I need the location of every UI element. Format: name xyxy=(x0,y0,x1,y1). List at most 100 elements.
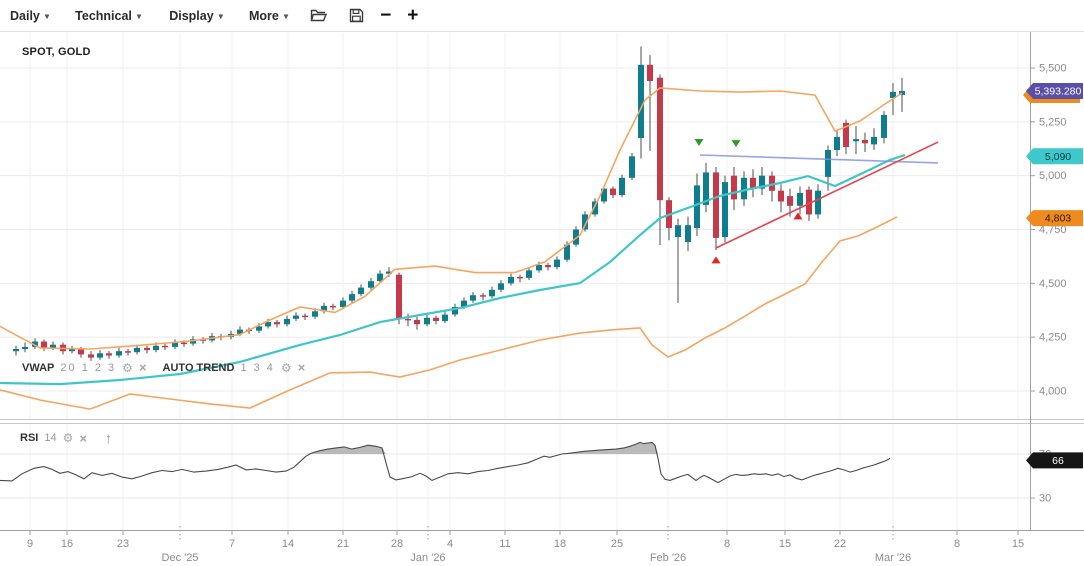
candle-body xyxy=(69,349,75,352)
rsi-legend-row: RSI 14 ⚙ × ↑ xyxy=(20,430,112,446)
zoom-out-button[interactable]: − xyxy=(380,5,392,26)
price-tick-label: 4,250 xyxy=(1039,332,1067,344)
signal-markers xyxy=(694,139,803,264)
candle-body xyxy=(713,172,719,238)
last-price-tag-label: 5,393.280 xyxy=(1035,85,1082,97)
more-dropdown-label: More xyxy=(248,8,279,23)
close-icon[interactable]: × xyxy=(297,360,306,375)
price-tick-label: 4,500 xyxy=(1039,278,1067,290)
rsi-indicator-params: 14 xyxy=(44,432,57,444)
save-icon xyxy=(349,8,364,23)
rsi-indicator-label: RSI xyxy=(20,432,39,444)
candle-body xyxy=(134,347,140,353)
candle-body xyxy=(106,353,112,356)
date-tick-label: 16 xyxy=(61,538,73,550)
indicator-price-tag-label: 5,090 xyxy=(1045,151,1071,163)
candle-body xyxy=(396,274,402,319)
candle-body xyxy=(592,201,598,215)
candle-body xyxy=(330,305,336,308)
candle-body xyxy=(722,182,728,237)
candle-body xyxy=(470,295,476,301)
close-icon[interactable]: × xyxy=(79,430,87,446)
candle-body xyxy=(769,175,775,191)
rsi-value-tag-label: 66 xyxy=(1052,455,1064,467)
vwap-indicator-label: VWAP xyxy=(22,361,55,374)
candle-body xyxy=(899,91,905,95)
candle-body xyxy=(601,188,607,202)
buy-marker xyxy=(793,212,803,220)
technical-dropdown[interactable]: Technical ▾ xyxy=(75,9,141,23)
candle-body xyxy=(685,225,691,242)
symbol-label: SPOT, GOLD xyxy=(22,46,91,58)
candle-body xyxy=(647,64,653,81)
candle-body xyxy=(144,347,150,351)
candle-body xyxy=(750,177,756,189)
rsi-overbought-fill xyxy=(0,442,890,454)
indicator-price-tag xyxy=(1026,210,1083,227)
gear-icon[interactable]: ⚙ xyxy=(280,360,292,375)
date-tick-label: 7 xyxy=(229,538,235,550)
price-tick-label: 5,250 xyxy=(1039,116,1067,128)
gear-icon[interactable]: ⚙ xyxy=(62,431,74,445)
candle-body xyxy=(564,244,570,260)
price-tick-label: 4,750 xyxy=(1039,224,1067,236)
upper-band-line xyxy=(0,87,903,350)
display-dropdown[interactable]: Display ▾ xyxy=(169,9,223,23)
candle-body xyxy=(638,64,644,138)
candle-body xyxy=(50,344,56,348)
timeframe-dropdown[interactable]: Daily ▾ xyxy=(10,9,49,23)
vwap-line xyxy=(0,153,906,386)
open-chart-button[interactable] xyxy=(310,8,328,23)
candle-body xyxy=(461,300,467,308)
candle-body xyxy=(853,139,859,142)
technical-dropdown-label: Technical xyxy=(75,8,132,23)
save-chart-button[interactable] xyxy=(349,8,364,23)
candle-body xyxy=(13,349,19,352)
candle-body xyxy=(554,259,560,268)
date-tick-label: 23 xyxy=(117,538,129,550)
auto-trend-indicator-params: 1 3 4 xyxy=(240,361,275,374)
price-tick-label: 5,000 xyxy=(1039,170,1067,182)
last-price-tag xyxy=(1026,82,1083,99)
candle-body xyxy=(508,276,514,284)
candle-body xyxy=(88,354,94,358)
candle-body xyxy=(480,295,486,297)
chevron-down-icon: ▾ xyxy=(136,10,142,21)
close-icon[interactable]: × xyxy=(138,360,147,375)
price-tick-label: 5,500 xyxy=(1039,63,1067,75)
candle-body xyxy=(526,270,532,278)
candle-body xyxy=(536,265,542,271)
candle-body xyxy=(759,175,765,189)
indicator-price-tag xyxy=(1026,148,1083,165)
candle-body xyxy=(405,318,411,321)
more-dropdown[interactable]: More ▾ xyxy=(249,9,288,23)
candle-body xyxy=(489,289,495,297)
indicator-price-tag-label: 4,803 xyxy=(1045,213,1071,225)
zoom-in-button[interactable]: + xyxy=(407,5,419,26)
candle-body xyxy=(881,114,887,138)
candle-body xyxy=(368,281,374,288)
date-tick-label: 14 xyxy=(282,538,294,550)
candle-body xyxy=(190,339,196,344)
lower-band-line xyxy=(0,216,898,410)
month-tick-label: Mar '26 xyxy=(875,552,911,564)
candle-body xyxy=(414,319,420,325)
price-axis-ticks: 5,500 5,250 5,000 4,750 4,500 4,250 4,000 xyxy=(1030,63,1067,398)
chevron-down-icon: ▾ xyxy=(283,10,289,21)
candle-body xyxy=(797,192,803,206)
candle-body xyxy=(433,317,439,321)
sell-marker xyxy=(694,139,704,147)
candle-body xyxy=(610,188,616,196)
rsi-tick-label: 30 xyxy=(1039,493,1051,505)
candle-body xyxy=(237,329,243,334)
candle-body xyxy=(256,326,262,331)
sell-marker xyxy=(731,140,741,148)
arrow-up-icon[interactable]: ↑ xyxy=(104,430,112,446)
gear-icon[interactable]: ⚙ xyxy=(122,360,133,375)
candle-body xyxy=(890,91,896,98)
candle-body xyxy=(274,322,280,325)
candle-body xyxy=(116,351,122,356)
date-tick-label: 4 xyxy=(447,538,453,550)
